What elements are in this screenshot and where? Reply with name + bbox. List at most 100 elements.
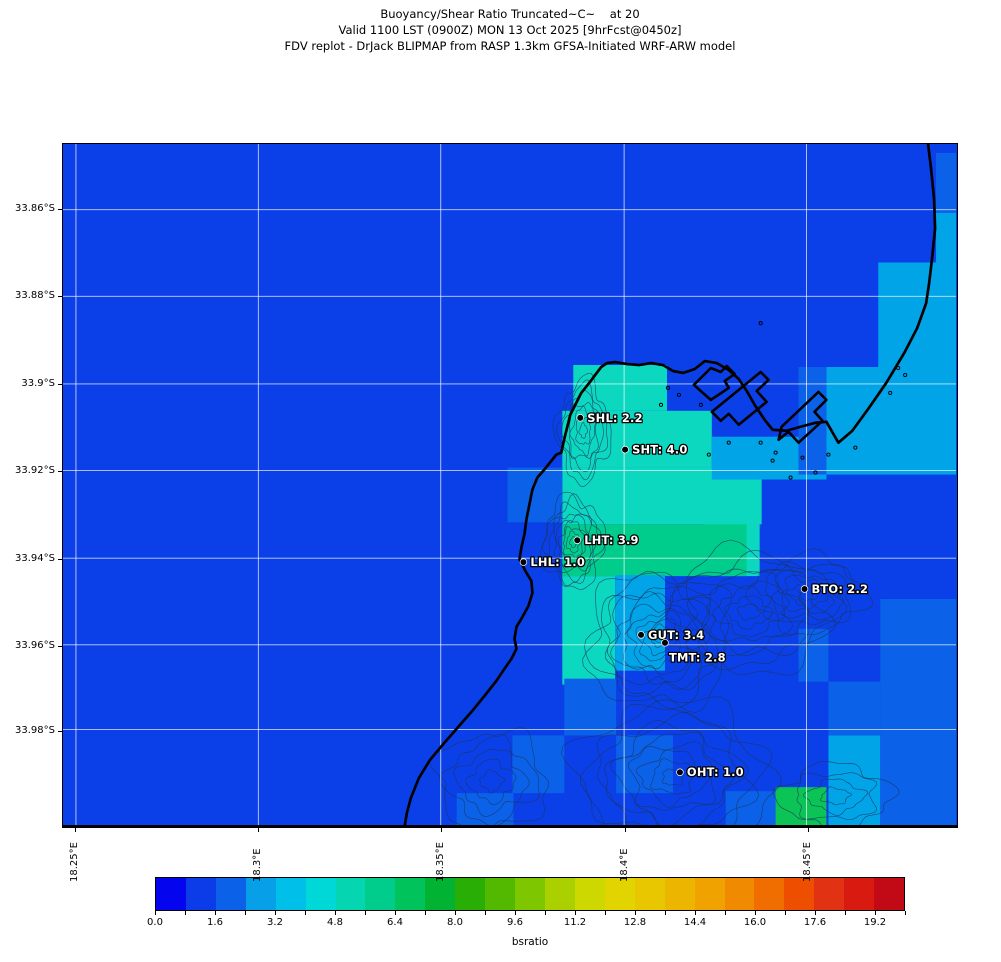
colorbar-segment: [544, 878, 575, 910]
terrain-contour: [635, 618, 681, 662]
islet: [758, 440, 763, 445]
islet: [896, 365, 901, 371]
terrain-contour: [552, 372, 612, 488]
colorbar-tick-label: 11.2: [563, 917, 587, 928]
colorbar-tick-label: 19.2: [863, 917, 887, 928]
station-marker-SHT: [621, 445, 629, 454]
bsratio-patch: [562, 576, 616, 685]
station-label-LHL: LHL: 1.0: [530, 555, 585, 569]
coastline: [403, 144, 937, 825]
terrain-contour: [820, 786, 852, 806]
y-tick-mark: [58, 559, 62, 560]
terrain-contour: [560, 696, 782, 825]
terrain-contour: [582, 571, 732, 714]
title-line-2: Valid 1100 LST (0900Z) MON 13 Oct 2025 […: [338, 23, 682, 37]
terrain-contour: [705, 580, 793, 642]
colorbar-tick-mark: [395, 911, 396, 915]
terrain-contour: [556, 379, 608, 481]
colorbar-segment: [365, 878, 396, 910]
station-label-BTO: BTO: 2.2: [811, 582, 868, 596]
station-label-GUT: GUT: 3.4: [648, 628, 704, 642]
islet: [676, 392, 681, 397]
colorbar-tick-mark: [665, 911, 666, 915]
colorbar-segment: [724, 878, 755, 910]
colorbar: [155, 877, 905, 911]
bsratio-patch: [828, 681, 881, 736]
islet: [788, 475, 793, 480]
bsratio-patch: [725, 791, 776, 825]
bsratio-patch: [936, 212, 956, 263]
terrain-contour: [555, 514, 592, 568]
terrain-contour: [578, 422, 588, 439]
x-tick-mark: [808, 828, 809, 832]
y-tick-label: 33.98°S: [15, 725, 55, 736]
bsratio-patch: [798, 628, 829, 682]
colorbar-tick-mark: [905, 911, 906, 915]
title-line-3: FDV replot - DrJack BLIPMAP from RASP 1.…: [284, 39, 736, 53]
bsratio-patch: [878, 262, 956, 372]
colorbar-segment: [156, 878, 186, 910]
colorbar-tick-mark: [815, 911, 816, 915]
terrain-contour: [565, 530, 582, 554]
colorbar-segment: [455, 878, 486, 910]
colorbar-segment: [245, 878, 276, 910]
bsratio-patch: [507, 467, 563, 523]
x-tick-label: 18.4°E: [619, 848, 630, 882]
colorbar-tick-mark: [305, 911, 306, 915]
y-tick-mark: [58, 384, 62, 385]
y-tick-mark: [58, 646, 62, 647]
terrain-contour: [428, 727, 550, 825]
y-tick-label: 33.86°S: [15, 203, 55, 214]
terrain-contour: [610, 591, 711, 686]
title-line-1: Buoyancy/Shear Ratio Truncated~C~ at 20: [380, 7, 640, 21]
x-tick-label: 18.25°E: [69, 842, 80, 882]
terrain-contour: [540, 491, 607, 590]
colorbar-segment: [814, 878, 845, 910]
terrain-contour: [712, 585, 786, 637]
colorbar-segment: [425, 878, 456, 910]
x-tick-mark: [75, 828, 76, 832]
islet: [726, 440, 731, 445]
colorbar-tick-mark: [845, 911, 846, 915]
colorbar-tick-mark: [575, 911, 576, 915]
colorbar-segment: [215, 878, 246, 910]
colorbar-tick-label: 6.4: [387, 917, 403, 928]
colorbar-segment: [604, 878, 635, 910]
terrain-contour: [453, 748, 530, 817]
islet: [665, 385, 671, 390]
terrain-contour: [771, 569, 847, 621]
y-tick-label: 33.96°S: [15, 640, 55, 651]
colorbar-tick-mark: [515, 911, 516, 915]
station-marker-GUT: [637, 631, 645, 639]
y-tick-label: 33.9°S: [21, 378, 55, 389]
terrain-contour: [796, 772, 877, 821]
colorbar-tick-mark: [275, 911, 276, 915]
terrain-contour: [685, 568, 810, 657]
x-tick-mark: [258, 828, 259, 832]
colorbar-segment: [634, 878, 665, 910]
y-tick-mark: [58, 209, 62, 210]
bsratio-patch: [828, 735, 881, 825]
station-label-SHL: SHL: 2.2: [587, 411, 643, 425]
x-tick-mark: [441, 828, 442, 832]
colorbar-tick-mark: [875, 911, 876, 915]
colorbar-tick-label: 16.0: [743, 917, 767, 928]
harbor-jetty: [777, 390, 828, 444]
terrain-contour: [580, 703, 773, 825]
terrain-contour: [584, 571, 729, 709]
colorbar-tick-mark: [635, 911, 636, 915]
colorbar-tick-mark: [155, 911, 156, 915]
x-tick-label: 18.3°E: [252, 848, 263, 882]
islet: [658, 402, 664, 407]
terrain-contour: [563, 526, 585, 559]
colorbar-tick-mark: [245, 911, 246, 915]
terrain-contour: [607, 592, 711, 690]
harbor-jetty: [710, 370, 770, 427]
colorbar-tick-mark: [755, 911, 756, 915]
x-tick-mark: [625, 828, 626, 832]
y-tick-label: 33.94°S: [15, 553, 55, 564]
colorbar-tick-mark: [545, 911, 546, 915]
colorbar-segment: [485, 878, 516, 910]
islet: [800, 455, 805, 460]
